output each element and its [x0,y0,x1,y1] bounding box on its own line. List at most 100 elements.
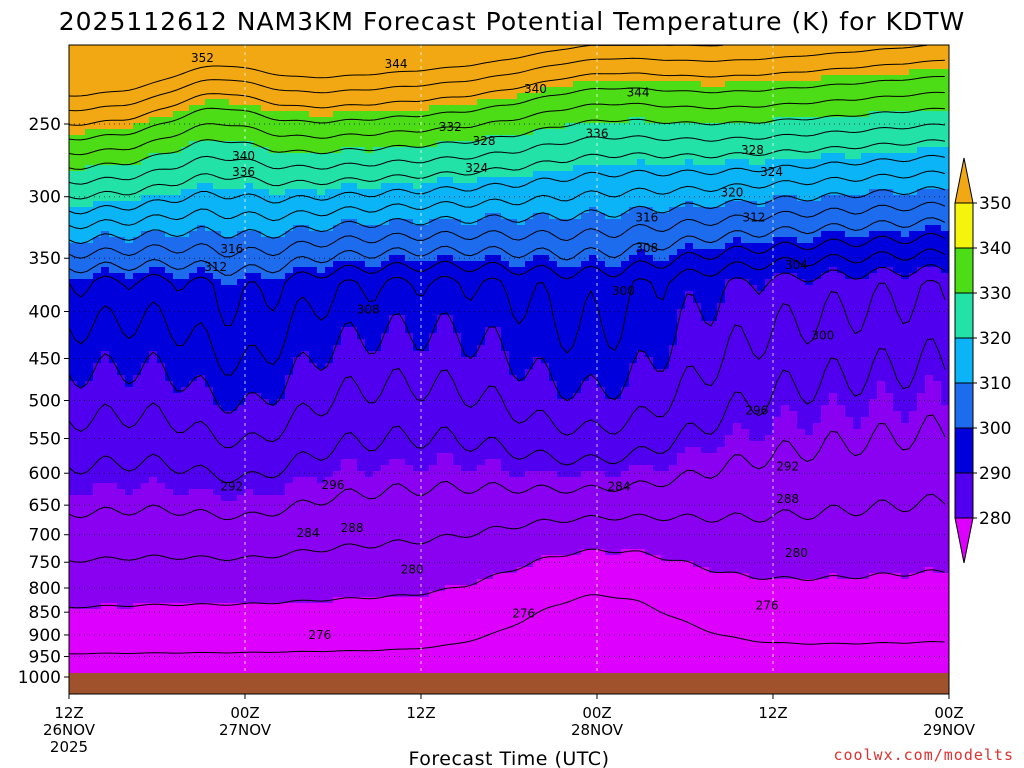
colorbar-segment [954,247,974,294]
colorbar-tick-label: 340 [979,239,1011,259]
band-cell [781,195,790,238]
band-cell [677,165,686,208]
band-cell [69,609,78,694]
band-cell [365,597,374,694]
band-cell [317,117,326,154]
band-cell [445,453,454,586]
band-cell [749,285,758,442]
band-cell [77,135,86,172]
band-cell [445,177,454,220]
band-cell [333,111,342,154]
band-cell [373,471,382,598]
band-cell [757,243,766,292]
band-cell [549,219,558,262]
band-cell [565,267,574,400]
band-cell [349,147,358,184]
band-cell [109,363,118,484]
band-cell [501,135,510,178]
band-cell [301,477,310,604]
band-cell [821,117,830,154]
band-cell [869,231,878,274]
band-cell [365,45,374,112]
band-cell [85,45,94,130]
band-cell [717,303,726,448]
band-cell [925,45,934,70]
band-cell [925,267,934,376]
band-cell [541,213,550,256]
band-cell [533,255,542,358]
band-cell [469,357,478,472]
band-cell [381,111,390,148]
band-cell [69,135,78,172]
band-cell [413,147,422,190]
band-cell [669,255,678,346]
isentrope-328 [69,154,946,215]
band-cell [149,45,158,118]
x-tick-label: 12Z [54,704,83,722]
band-cell [853,45,862,76]
band-cell [805,435,814,580]
band-cell [109,237,118,274]
band-cell [189,231,198,274]
band-cell [893,573,902,694]
band-cell [917,45,926,70]
band-cell [805,243,814,286]
band-cell [573,477,582,556]
band-cell [373,351,382,472]
band-cell [885,231,894,268]
band-cell [245,105,254,142]
band-cell [725,201,734,244]
band-cell [189,189,198,232]
band-cell [149,153,158,196]
band-cell [877,231,886,268]
band-cell [789,159,798,196]
band-cell [573,123,582,166]
band-cell [373,597,382,694]
band-cell [805,159,814,202]
band-cell [805,45,814,82]
band-cell [669,165,678,208]
band-cell [637,351,646,466]
band-cell [765,201,774,244]
band-cell [165,603,174,694]
band-cell [429,183,438,220]
band-cell [933,189,942,226]
band-cell [565,477,574,556]
band-cell [237,105,246,142]
band-cell [253,603,262,694]
band-cell [605,165,614,220]
colorbar-tick-label: 350 [979,194,1011,214]
x-tick-label: 26NOV [43,721,96,739]
ground-surface [69,673,949,694]
band-cell [93,201,102,238]
band-cell [581,123,590,166]
band-cell [669,465,678,562]
band-cell [349,183,358,220]
band-cell [181,387,190,496]
band-cell [229,141,238,190]
band-cell [517,381,526,478]
band-cell [421,471,430,598]
colorbar-arrow-bottom [954,517,974,564]
band-cell [445,585,454,694]
band-cell [253,189,262,232]
band-cell [789,117,798,160]
band-cell [173,195,182,238]
band-cell [341,261,350,328]
isentrope-288 [69,414,946,521]
contour-label: 336 [586,126,609,140]
band-cell [445,141,454,178]
band-cell [869,111,878,154]
band-cell [477,261,486,346]
contour-label: 276 [756,599,779,613]
band-cell [109,45,118,130]
band-cell [725,159,734,202]
band-cell [557,477,566,556]
band-cell [693,123,702,166]
band-cell [933,573,942,694]
band-cell [325,363,334,478]
band-cell [757,441,766,580]
band-cell [293,225,302,268]
band-cell [701,207,710,250]
band-cell [373,225,382,268]
